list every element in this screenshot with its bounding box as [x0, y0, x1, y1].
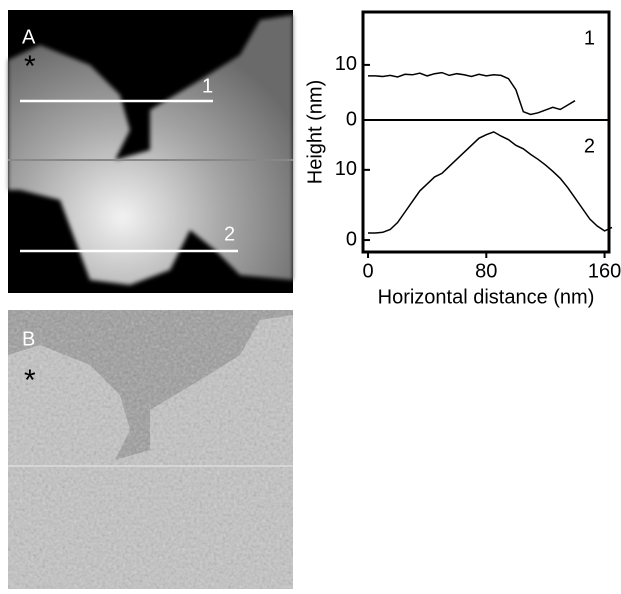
- marker: *: [24, 50, 36, 83]
- y-tick-label: 10: [335, 53, 357, 75]
- y-axis-label: Height (nm): [304, 80, 326, 184]
- panel-label: A: [22, 26, 36, 48]
- figure: A * 1 2 B * 0 10 1 Height (nm) 0 10 0 80 160 2 Hor…: [0, 0, 621, 589]
- y-tick-label: 10: [335, 158, 357, 180]
- panel-annotation: 2: [584, 135, 595, 157]
- y-tick-label: 0: [346, 228, 357, 250]
- x-tick-label: 0: [362, 260, 373, 282]
- line-label: 2: [224, 223, 235, 245]
- texture: [8, 310, 293, 589]
- profile-line: [368, 73, 575, 115]
- marker: *: [24, 364, 36, 397]
- profile-line: [368, 132, 612, 233]
- plot-frame: [363, 12, 609, 252]
- y-tick-label: 0: [346, 108, 357, 130]
- line-label: 1: [202, 75, 213, 97]
- x-tick-label: 80: [475, 260, 497, 282]
- x-axis-label: Horizontal distance (nm): [378, 286, 595, 308]
- x-tick-label: 160: [588, 260, 621, 282]
- panel-annotation: 1: [584, 27, 595, 49]
- page: A * 1 2 B * 0 10 1 Height (nm) 0 10 0 80 160 2 Hor…: [0, 0, 621, 594]
- panel-label: B: [22, 328, 35, 350]
